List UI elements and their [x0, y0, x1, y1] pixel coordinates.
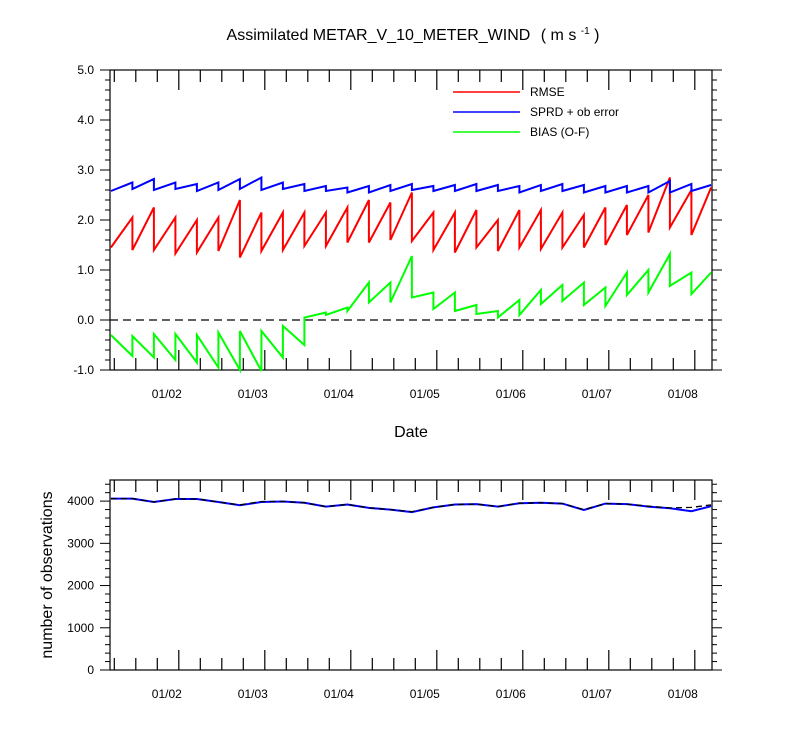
- y-tick-label: 5.0: [77, 63, 94, 77]
- y-tick-label: 0.0: [77, 313, 94, 327]
- y-tick-label: 3.0: [77, 163, 94, 177]
- bottom-y-axis-title: number of observations: [39, 491, 56, 658]
- chart-title-units: ( m s: [541, 27, 577, 44]
- top-y-tick-labels: -1.0 0.0 1.0 2.0 3.0 4.0 5.0: [73, 63, 94, 377]
- bottom-series-group: [110, 497, 712, 514]
- top-series-group: [110, 175, 713, 374]
- chart-title-units-close: ): [594, 27, 599, 44]
- x-tick-label: 01/05: [410, 387, 440, 401]
- y-tick-label: -1.0: [73, 363, 94, 377]
- y-tick-label: 1000: [67, 621, 94, 635]
- x-tick-label: 01/04: [324, 687, 354, 701]
- y-tick-label: 0: [87, 663, 94, 677]
- y-tick-label: 2.0: [77, 213, 94, 227]
- x-tick-label: 01/06: [496, 687, 526, 701]
- x-tick-label: 01/08: [668, 687, 698, 701]
- x-tick-label: 01/03: [238, 687, 268, 701]
- legend: RMSE SPRD + ob error BIAS (O-F): [453, 85, 619, 139]
- series-line-0: [110, 177, 713, 258]
- x-tick-label: 01/05: [410, 687, 440, 701]
- top-axis-ticks: [100, 69, 722, 371]
- series-line-1: [110, 175, 712, 195]
- legend-label-rmse: RMSE: [530, 85, 565, 99]
- top-x-tick-labels: 01/02 01/03 01/04 01/05 01/06 01/07 01/08: [152, 387, 698, 401]
- chart-title: Assimilated METAR_V_10_METER_WIND ( m s …: [227, 21, 600, 44]
- bottom-plot-frame: [109, 479, 713, 671]
- legend-label-bias: BIAS (O-F): [530, 125, 589, 139]
- bottom-axis-ticks: [100, 480, 722, 671]
- series-line-1: [110, 497, 712, 513]
- y-tick-label: 2000: [67, 579, 94, 593]
- bottom-y-tick-labels: 0 1000 2000 3000 4000: [67, 494, 94, 677]
- series-line-0: [110, 497, 712, 514]
- series-line-2: [110, 250, 712, 374]
- x-tick-label: 01/07: [582, 387, 612, 401]
- y-tick-label: 3000: [67, 536, 94, 550]
- x-tick-label: 01/02: [152, 387, 182, 401]
- bottom-x-tick-labels: 01/02 01/03 01/04 01/05 01/06 01/07 01/08: [152, 687, 698, 701]
- x-tick-label: 01/04: [324, 387, 354, 401]
- y-tick-label: 4000: [67, 494, 94, 508]
- chart-title-main: Assimilated METAR_V_10_METER_WIND: [227, 27, 531, 44]
- y-tick-label: 1.0: [77, 263, 94, 277]
- y-tick-label: 4.0: [77, 113, 94, 127]
- x-axis-title: Date: [394, 424, 428, 441]
- x-tick-label: 01/08: [668, 387, 698, 401]
- x-tick-label: 01/03: [238, 387, 268, 401]
- x-tick-label: 01/02: [152, 687, 182, 701]
- x-tick-label: 01/06: [496, 387, 526, 401]
- legend-label-sprd: SPRD + ob error: [530, 105, 619, 119]
- x-tick-label: 01/07: [582, 687, 612, 701]
- chart-title-units-sup: -1: [581, 26, 590, 37]
